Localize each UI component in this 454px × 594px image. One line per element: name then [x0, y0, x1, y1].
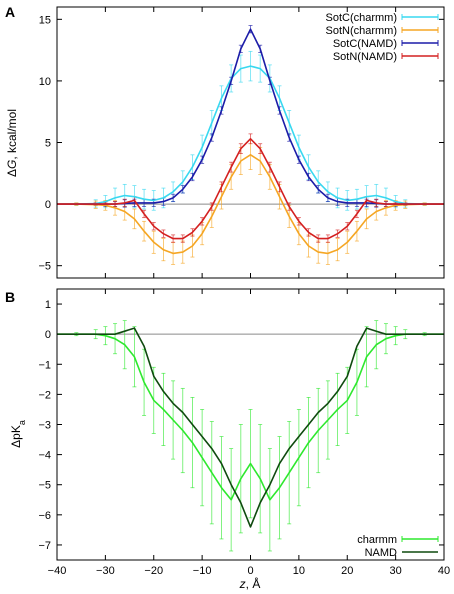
panel-b-y-tick-label: −5 [38, 480, 51, 492]
sotc-namd-line [57, 28, 444, 205]
panel-b-x-tick-label: 20 [341, 565, 353, 577]
panel-a-legend: SotC(charmm)SotN(charmm)SotC(NAMD)SotN(N… [325, 12, 439, 63]
y-label-delta: Δ [5, 169, 19, 177]
legend-label-sotn-charmm: SotN(charmm) [325, 25, 397, 37]
y-label-subscript-a: a [17, 420, 27, 425]
panel-b-y-tick-label: −6 [38, 510, 51, 522]
legend-label-namd: NAMD [365, 547, 397, 559]
y-label-delta-p: ΔpK [9, 425, 23, 448]
panel-a-y-tick-label: 15 [39, 14, 51, 26]
panel-b-x-tick-label: −10 [193, 565, 212, 577]
y-label-g: G [5, 160, 19, 169]
panel-b-x-tick-label: 40 [438, 565, 450, 577]
legend-label-charmm: charmm [357, 534, 397, 546]
panel-b-y-tick-label: −1 [38, 359, 51, 371]
panel-b-y-tick-label: 1 [45, 299, 51, 311]
panel-a-frame [56, 6, 445, 279]
panel-b-y-tick-label: 0 [45, 329, 51, 341]
panel-a-letter: A [5, 4, 15, 20]
panel-a-series-lines [57, 28, 444, 255]
panel-b-x-tick-label: −20 [144, 565, 163, 577]
panel-b-frame [56, 288, 445, 561]
panel-b-y-axis-label: ΔpKa [9, 420, 27, 448]
panel-a-y-axis-label: ΔG, kcal/mol [5, 109, 19, 177]
x-label-units: , Å [246, 576, 261, 591]
panel-b: B ΔpKa −7−6−5−4−3−2−101−40 −30 −20 −10 0 10 20… [5, 288, 450, 591]
sotn-charmm-line [57, 154, 444, 255]
panel-b-x-tick-label: 30 [390, 565, 402, 577]
panel-b-y-tick-label: −7 [38, 540, 51, 552]
sotn-namd-line [57, 138, 444, 240]
x-label-z: z [239, 577, 246, 591]
legend-label-sotc-namd: SotC(NAMD) [333, 38, 397, 50]
legend-label-sotc-charmm: SotC(charmm) [325, 12, 397, 24]
panel-b-series-lines [57, 327, 444, 528]
y-label-units: , kcal/mol [5, 109, 19, 160]
panel-b-x-tick-label: 10 [293, 565, 305, 577]
sotc-charmm-line [57, 65, 444, 205]
panel-a-y-tick-label: 10 [39, 76, 51, 88]
panel-b-x-axis-label: z, Å [239, 576, 261, 591]
legend-label-sotn-namd: SotN(NAMD) [333, 51, 397, 63]
panel-a-y-tick-label: −5 [38, 261, 51, 273]
panel-b-y-tick-label: −3 [38, 420, 51, 432]
charmm-line [57, 333, 444, 501]
panel-a-y-tick-label: 5 [45, 138, 51, 150]
panel-b-axes: −7−6−5−4−3−2−101−40 −30 −20 −10 0 10 20 30 40 [38, 289, 450, 577]
panel-b-y-tick-label: −4 [38, 450, 51, 462]
panel-b-x-tick-label: 0 [247, 565, 253, 577]
panel-b-y-tick-label: −2 [38, 389, 51, 401]
panel-b-letter: B [5, 289, 15, 305]
panel-b-x-tick-label: −40 [48, 565, 67, 577]
panel-b-x-tick-label: −30 [96, 565, 115, 577]
panel-a-y-tick-label: 0 [45, 199, 51, 211]
panel-b-error-bars [74, 320, 427, 552]
namd-line [57, 327, 444, 528]
